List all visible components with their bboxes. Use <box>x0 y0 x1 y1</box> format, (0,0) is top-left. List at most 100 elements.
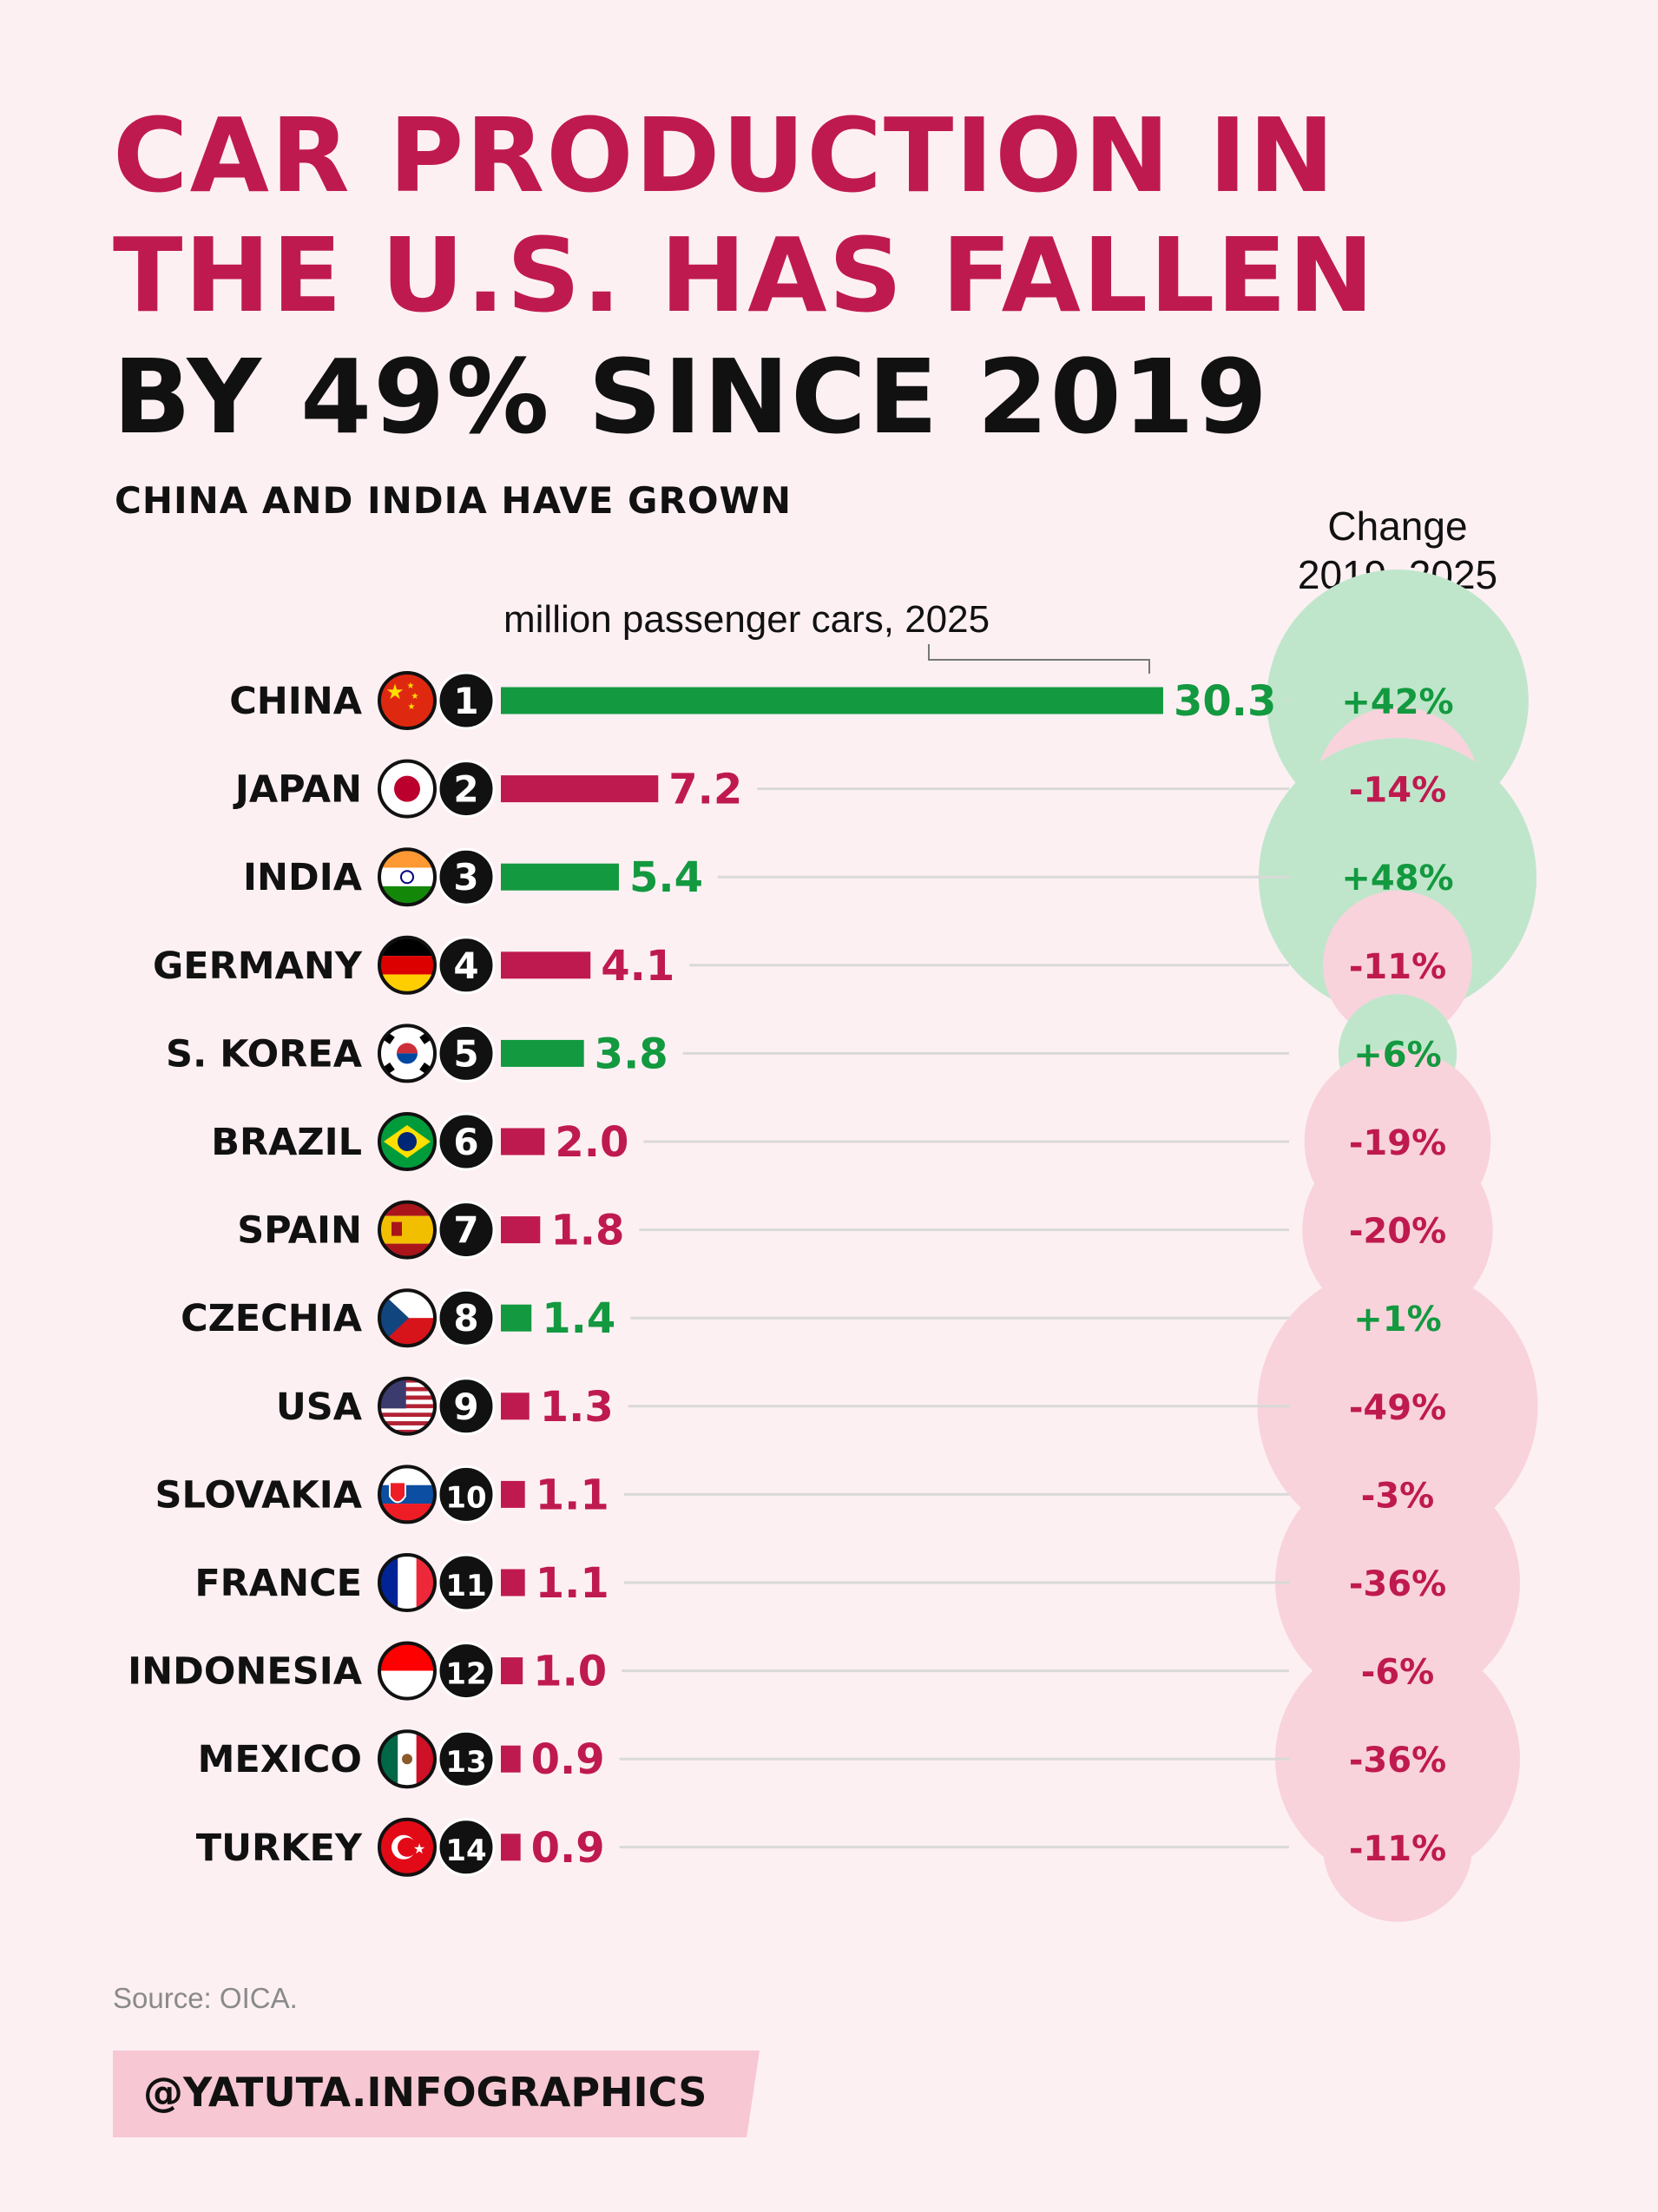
flag-part <box>379 867 435 886</box>
bar-value-label: 3.8 <box>595 1030 668 1078</box>
change-label: +1% <box>1353 1300 1441 1340</box>
change-bubble <box>1275 1460 1520 1705</box>
chart-row: GERMANY 4 4.1 -11% <box>153 935 1446 995</box>
flag-border <box>378 1641 437 1701</box>
rank-badge <box>437 1024 496 1083</box>
bar-value-label: 0.9 <box>531 1735 605 1784</box>
flag-emblem <box>402 1754 412 1765</box>
flag-stripe <box>379 1399 435 1405</box>
bar-value-label: 4.1 <box>601 942 674 991</box>
chart-row: CHINA ★ ★★★ 1 30.3 +42% <box>229 671 1454 730</box>
flag-part <box>379 1643 435 1671</box>
flag-border <box>378 1024 437 1083</box>
change-label: +42% <box>1341 682 1453 722</box>
rank-number: 7 <box>453 1209 478 1252</box>
bar <box>501 1569 525 1596</box>
chart-row: FRANCE 11 1.1 -36% <box>194 1553 1446 1612</box>
flag-border <box>378 935 437 995</box>
title-line-2: THE U.S. HAS FALLEN <box>113 215 1376 335</box>
change-bubbles <box>1257 569 1538 1922</box>
flag-border <box>378 1288 437 1348</box>
flag-crescent <box>398 1837 417 1857</box>
rank-number: 12 <box>445 1657 486 1692</box>
bar-value-label: 5.4 <box>629 853 703 902</box>
flag-stripe <box>379 1412 435 1418</box>
source-note: Source: OICA. <box>113 1982 298 2014</box>
flag-star: ★ <box>407 681 415 691</box>
rank-badge <box>437 1818 496 1877</box>
change-bubble <box>1257 1266 1538 1547</box>
bar-value-label: 1.0 <box>533 1648 607 1696</box>
flag-stripe <box>379 1378 435 1383</box>
change-label: +6% <box>1353 1035 1441 1075</box>
bar <box>501 863 619 891</box>
rank-badge <box>437 1465 496 1524</box>
flag-border <box>378 759 437 819</box>
rank-badge <box>437 847 496 906</box>
flag-stripe <box>379 1382 435 1387</box>
rank-badge <box>437 760 496 819</box>
change-header-line-1: Change <box>1327 504 1468 549</box>
rank-number: 13 <box>445 1745 486 1780</box>
change-label: -6% <box>1361 1653 1435 1693</box>
flag-triangle <box>379 1290 409 1346</box>
country-label: INDONESIA <box>128 1650 363 1694</box>
bar-value-label: 2.0 <box>555 1118 628 1167</box>
change-label: -11% <box>1349 1829 1446 1869</box>
flag-stripe <box>379 1421 435 1425</box>
chart-row: INDONESIA 12 1.0 -6% <box>128 1641 1435 1701</box>
country-label: TURKEY <box>196 1827 363 1870</box>
flag-emblem <box>391 1221 402 1236</box>
bar-value-label: 1.1 <box>536 1559 609 1608</box>
bar <box>501 1304 532 1332</box>
handle-banner <box>113 2051 760 2137</box>
flag-part <box>379 1485 435 1504</box>
country-label: SLOVAKIA <box>155 1473 363 1517</box>
flag-border <box>378 1200 437 1260</box>
bar <box>501 1392 530 1420</box>
flag-part <box>379 956 435 975</box>
flag-taeguk <box>397 1043 418 1054</box>
flag-stripe <box>379 1391 435 1396</box>
flag-star: ★ <box>408 702 416 712</box>
country-label: S. KOREA <box>166 1032 363 1076</box>
flag-stripe <box>379 1404 435 1409</box>
bar-value-label: 1.4 <box>542 1294 615 1343</box>
chart-row: TURKEY ★ 14 0.9 -11% <box>196 1817 1446 1877</box>
chart-row: S. KOREA 5 3.8 +6% <box>166 1024 1442 1083</box>
bar-value-label: 1.8 <box>550 1207 624 1255</box>
rank-badge <box>437 1377 496 1436</box>
subtitle: CHINA AND INDIA HAVE GROWN <box>115 479 793 522</box>
flag-border <box>378 671 437 730</box>
rank-number: 4 <box>453 945 478 987</box>
rank-number: 11 <box>445 1569 486 1603</box>
flag-part <box>379 1215 435 1244</box>
change-label: -14% <box>1349 771 1446 811</box>
change-label: -11% <box>1349 947 1446 987</box>
change-label: -19% <box>1349 1123 1446 1163</box>
rank-number: 14 <box>445 1833 486 1868</box>
flag-taeguk <box>397 1053 418 1064</box>
author-handle: @YATUTA.INFOGRAPHICS <box>143 2069 707 2116</box>
bar-value-label: 0.9 <box>531 1824 605 1873</box>
chart-row: INDIA 3 5.4 +48% <box>243 847 1454 907</box>
bar <box>501 1216 541 1244</box>
rank-number: 2 <box>453 768 478 811</box>
flag-stripe <box>379 1425 435 1430</box>
rank-number: 8 <box>453 1297 478 1340</box>
bar <box>501 1657 523 1685</box>
flag-star: ★ <box>413 1842 425 1857</box>
chart-row: CZECHIA 8 1.4 +1% <box>181 1288 1442 1348</box>
bar-value-label: 1.1 <box>536 1471 609 1519</box>
flag-border <box>378 847 437 907</box>
country-label: CHINA <box>229 680 363 723</box>
change-label: -49% <box>1349 1388 1446 1428</box>
country-label: FRANCE <box>194 1562 362 1605</box>
flag-stripe <box>379 1386 435 1392</box>
chart-row: JAPAN 2 7.2 -14% <box>233 759 1446 819</box>
flag-stripe <box>379 1408 435 1413</box>
flag-border <box>378 1729 437 1789</box>
country-label: USA <box>276 1386 363 1429</box>
change-label: -36% <box>1349 1564 1446 1604</box>
flag-part <box>394 775 420 802</box>
